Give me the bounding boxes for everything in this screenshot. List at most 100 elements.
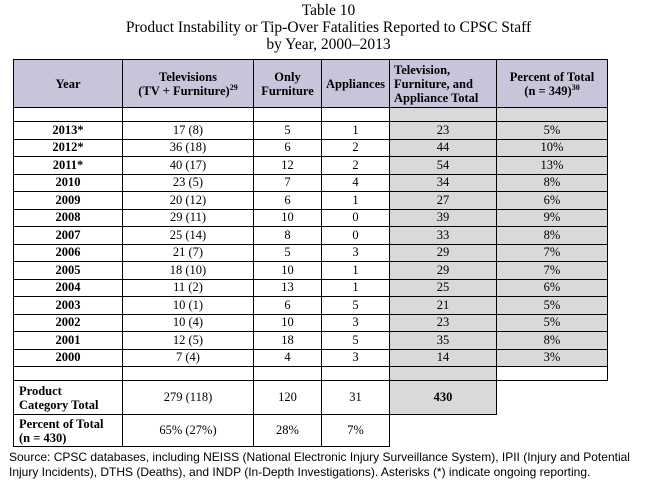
total-cell: 33 — [389, 226, 497, 245]
total-cell: 54 — [389, 156, 497, 175]
percent-total-row: Percent of Total (n = 430) 65% (27%) 28%… — [13, 414, 608, 447]
total-cell: 14 — [389, 348, 497, 367]
header-televisions: Televisions (TV + Furniture)29 — [122, 59, 254, 108]
percent-total-furniture: 28% — [253, 414, 322, 447]
table-title-block: Table 10 Product Instability or Tip-Over… — [0, 2, 657, 53]
year-cell: 2005 — [13, 261, 123, 280]
appliances-cell: 5 — [321, 331, 390, 350]
table-row: 2008 29 (11) 10 0 39 9% — [13, 208, 608, 227]
percent-cell: 13% — [496, 156, 608, 175]
table-row: 2000 7 (4) 4 3 14 3% — [13, 348, 608, 367]
year-cell: 2010 — [13, 173, 123, 192]
table-row: 2007 25 (14) 8 0 33 8% — [13, 226, 608, 245]
furniture-cell: 6 — [253, 191, 322, 210]
total-cell: 27 — [389, 191, 497, 210]
percent-cell: 5% — [496, 296, 608, 315]
total-cell: 35 — [389, 331, 497, 350]
header-row: Year Televisions (TV + Furniture)29 Only… — [13, 59, 608, 108]
tv-cell: 29 (11) — [122, 208, 254, 227]
percent-total-label: Percent of Total (n = 430) — [13, 414, 123, 447]
furniture-cell: 10 — [253, 261, 322, 280]
appliances-cell: 1 — [321, 121, 390, 140]
tv-cell: 18 (10) — [122, 261, 254, 280]
furniture-cell: 8 — [253, 226, 322, 245]
spacer-row — [13, 107, 608, 122]
table-row: 2009 20 (12) 6 1 27 6% — [13, 191, 608, 210]
table-row: 2001 12 (5) 18 5 35 8% — [13, 331, 608, 350]
year-cell: 2002 — [13, 313, 123, 332]
header-percent-line2: (n = 349)30 — [524, 82, 580, 98]
header-total-line2: Furniture, and — [394, 76, 473, 91]
appliances-cell: 1 — [321, 278, 390, 297]
percent-cell: 6% — [496, 278, 608, 297]
source-note: Source: CPSC databases, including NEISS … — [9, 450, 630, 479]
furniture-cell: 7 — [253, 173, 322, 192]
year-cell: 2001 — [13, 331, 123, 350]
table-row: 2006 21 (7) 5 3 29 7% — [13, 243, 608, 262]
furniture-cell: 18 — [253, 331, 322, 350]
percent-cell: 5% — [496, 121, 608, 140]
percent-cell: 6% — [496, 191, 608, 210]
percent-cell: 8% — [496, 226, 608, 245]
appliances-cell: 0 — [321, 226, 390, 245]
appliances-cell: 3 — [321, 348, 390, 367]
table-row: 2005 18 (10) 10 1 29 7% — [13, 261, 608, 280]
table-subtitle: by Year, 2000–2013 — [266, 36, 391, 53]
furniture-cell: 5 — [253, 243, 322, 262]
percent-cell: 9% — [496, 208, 608, 227]
category-total-row: Product Category Total 279 (118) 120 31 … — [13, 380, 608, 415]
year-cell: 2000 — [13, 348, 123, 367]
header-year: Year — [13, 59, 123, 108]
tv-cell: 11 (2) — [122, 278, 254, 297]
percent-cell: 7% — [496, 261, 608, 280]
total-cell: 29 — [389, 243, 497, 262]
header-total-line1: Television, — [394, 62, 451, 77]
header-televisions-sub: (TV + Furniture)29 — [138, 82, 238, 98]
year-cell: 2007 — [13, 226, 123, 245]
table-row: 2002 10 (4) 10 3 23 5% — [13, 313, 608, 332]
table-row: 2013* 17 (8) 5 1 23 5% — [13, 121, 608, 140]
tv-cell: 20 (12) — [122, 191, 254, 210]
header-only-furniture: Only Furniture — [253, 59, 322, 108]
tv-cell: 23 (5) — [122, 173, 254, 192]
tv-cell: 10 (4) — [122, 313, 254, 332]
furniture-cell: 6 — [253, 138, 322, 157]
furniture-cell: 10 — [253, 208, 322, 227]
category-total-grand: 430 — [389, 380, 497, 415]
tv-cell: 7 (4) — [122, 348, 254, 367]
table-row: 2003 10 (1) 6 5 21 5% — [13, 296, 608, 315]
percent-cell: 8% — [496, 331, 608, 350]
appliances-cell: 3 — [321, 243, 390, 262]
table-row: 2011* 40 (17) 12 2 54 13% — [13, 156, 608, 175]
table-row: 2012* 36 (18) 6 2 44 10% — [13, 138, 608, 157]
total-cell: 23 — [389, 313, 497, 332]
appliances-cell: 0 — [321, 208, 390, 227]
table-row: 2010 23 (5) 7 4 34 8% — [13, 173, 608, 192]
category-total-appliances: 31 — [321, 380, 390, 415]
total-cell: 21 — [389, 296, 497, 315]
appliances-cell: 1 — [321, 191, 390, 210]
furniture-cell: 5 — [253, 121, 322, 140]
percent-cell: 8% — [496, 173, 608, 192]
percent-total-empty — [389, 414, 497, 447]
year-cell: 2013* — [13, 121, 123, 140]
year-cell: 2009 — [13, 191, 123, 210]
total-cell: 44 — [389, 138, 497, 157]
table-row: 2004 11 (2) 13 1 25 6% — [13, 278, 608, 297]
percent-total-appliances: 7% — [321, 414, 390, 447]
tv-cell: 17 (8) — [122, 121, 254, 140]
table-number: Table 10 — [301, 2, 356, 19]
tv-cell: 25 (14) — [122, 226, 254, 245]
percent-total-tv: 65% (27%) — [122, 414, 254, 447]
fatalities-table: Year Televisions (TV + Furniture)29 Only… — [13, 59, 608, 447]
year-cell: 2006 — [13, 243, 123, 262]
total-cell: 23 — [389, 121, 497, 140]
header-total: Television, Furniture, and Appliance Tot… — [389, 59, 497, 108]
year-cell: 2008 — [13, 208, 123, 227]
category-total-percent-empty — [496, 380, 608, 415]
furniture-cell: 12 — [253, 156, 322, 175]
appliances-cell: 4 — [321, 173, 390, 192]
furniture-cell: 6 — [253, 296, 322, 315]
header-appliances: Appliances — [321, 59, 390, 108]
year-cell: 2004 — [13, 278, 123, 297]
